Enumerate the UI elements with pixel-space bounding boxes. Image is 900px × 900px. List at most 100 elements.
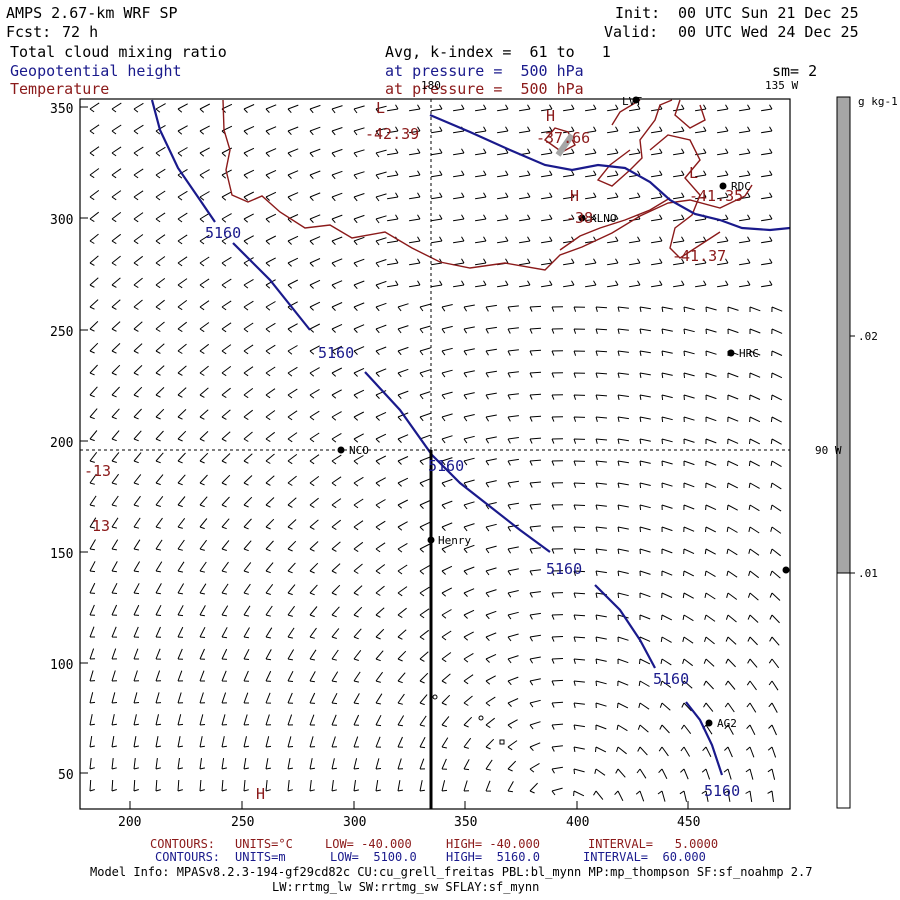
wind-barb (331, 389, 342, 399)
wind-barb (761, 170, 773, 178)
wind-barb (463, 737, 472, 749)
plot-frame (79, 98, 791, 810)
y-tick-label: 250 (50, 325, 74, 340)
wind-barb (541, 104, 553, 112)
wind-barb (375, 411, 387, 421)
wind-barb (769, 614, 780, 624)
wind-barb (497, 104, 509, 112)
wind-barb (463, 631, 474, 641)
wind-barb (683, 328, 695, 335)
wind-barb (767, 790, 774, 802)
wind-barb (723, 768, 732, 780)
wind-barb (133, 714, 139, 726)
footer-temp-contours: CONTOURS: (150, 837, 216, 851)
wind-barb (331, 476, 342, 487)
wind-barb (475, 104, 487, 112)
wind-barb (243, 714, 250, 726)
wind-barb (661, 438, 673, 445)
wind-barb (607, 192, 619, 200)
wind-barb (221, 496, 230, 508)
wind-barb (485, 675, 496, 685)
wind-barb (761, 192, 773, 200)
wind-barb (768, 680, 779, 691)
wind-barb (375, 607, 385, 618)
model-info-physics: LW:rrtmg_lw SW:rrtmg_sw SFLAY:sf_mynn (272, 880, 540, 894)
calm-square (499, 739, 505, 745)
wind-barb (353, 693, 360, 705)
wind-barb (287, 323, 298, 333)
wind-barb (89, 364, 98, 376)
pressure-height: at pressure = 500 hPa (385, 62, 584, 80)
wind-barb (221, 736, 227, 748)
wind-barb (635, 790, 645, 802)
wind-barb (287, 475, 297, 486)
wind-barb (353, 780, 360, 792)
wind-barb (331, 498, 342, 509)
wind-barb (683, 548, 695, 555)
temp-value: -37.66 (536, 129, 591, 147)
footer-temp-units: UNITS=°C (235, 837, 293, 851)
wind-barb (680, 768, 689, 780)
wind-barb (111, 604, 118, 616)
wind-barb (177, 256, 188, 267)
wind-barb (485, 738, 495, 750)
wind-barb (111, 430, 120, 442)
wind-barb (353, 736, 360, 748)
wind-barb (309, 192, 321, 202)
wind-barb (409, 192, 421, 200)
wind-barb (485, 545, 497, 554)
station-label: HRC (739, 347, 759, 360)
wind-barb (177, 300, 188, 311)
wind-barb (265, 497, 275, 508)
wind-barb (331, 236, 343, 246)
wind-barb (287, 692, 294, 704)
y-tick-label: 150 (50, 547, 74, 562)
wind-barb (551, 592, 564, 598)
wind-barb (155, 408, 165, 420)
wind-barb (155, 321, 165, 332)
wind-barb (375, 390, 387, 399)
wind-barb (453, 104, 465, 112)
wind-barb (133, 736, 139, 748)
wind-barb (375, 650, 384, 662)
wind-barb (431, 236, 443, 244)
forecast-label: Fcst: (6, 23, 52, 41)
wind-barb (387, 126, 399, 134)
wind-barb (507, 393, 519, 400)
wind-barb (585, 104, 597, 112)
wind-barb (111, 495, 119, 507)
wind-barb (89, 692, 96, 704)
wind-barb (133, 190, 144, 201)
wind-barb (441, 780, 448, 792)
wind-barb (724, 746, 733, 758)
wind-barb (331, 780, 338, 792)
y-tick-label: 100 (50, 658, 74, 673)
wind-barb (747, 658, 758, 668)
wind-barb (485, 589, 497, 598)
wind-barb (287, 454, 298, 465)
wind-barb (673, 148, 685, 156)
station-markers (337, 96, 790, 727)
wind-barb (353, 324, 365, 333)
wind-barb (673, 236, 685, 244)
wind-barb (529, 327, 542, 334)
wind-barb (287, 540, 297, 552)
wind-barb (243, 736, 250, 748)
wind-barb (749, 350, 761, 357)
wind-barb (507, 676, 519, 686)
station-dot (427, 536, 435, 544)
wind-barb (111, 321, 121, 332)
wind-barb (353, 563, 363, 574)
wind-barb (397, 325, 409, 334)
wind-barb (133, 583, 140, 595)
wind-barb (287, 366, 298, 377)
wind-barb (331, 736, 338, 748)
wind-barb (683, 372, 695, 379)
wind-barb (441, 325, 453, 334)
height-label: 5160 (205, 224, 242, 242)
wind-barb (519, 170, 531, 178)
wind-barb (673, 192, 685, 200)
wind-barb (573, 394, 586, 400)
wind-barb (717, 280, 729, 288)
station-label: AG2 (717, 717, 737, 730)
